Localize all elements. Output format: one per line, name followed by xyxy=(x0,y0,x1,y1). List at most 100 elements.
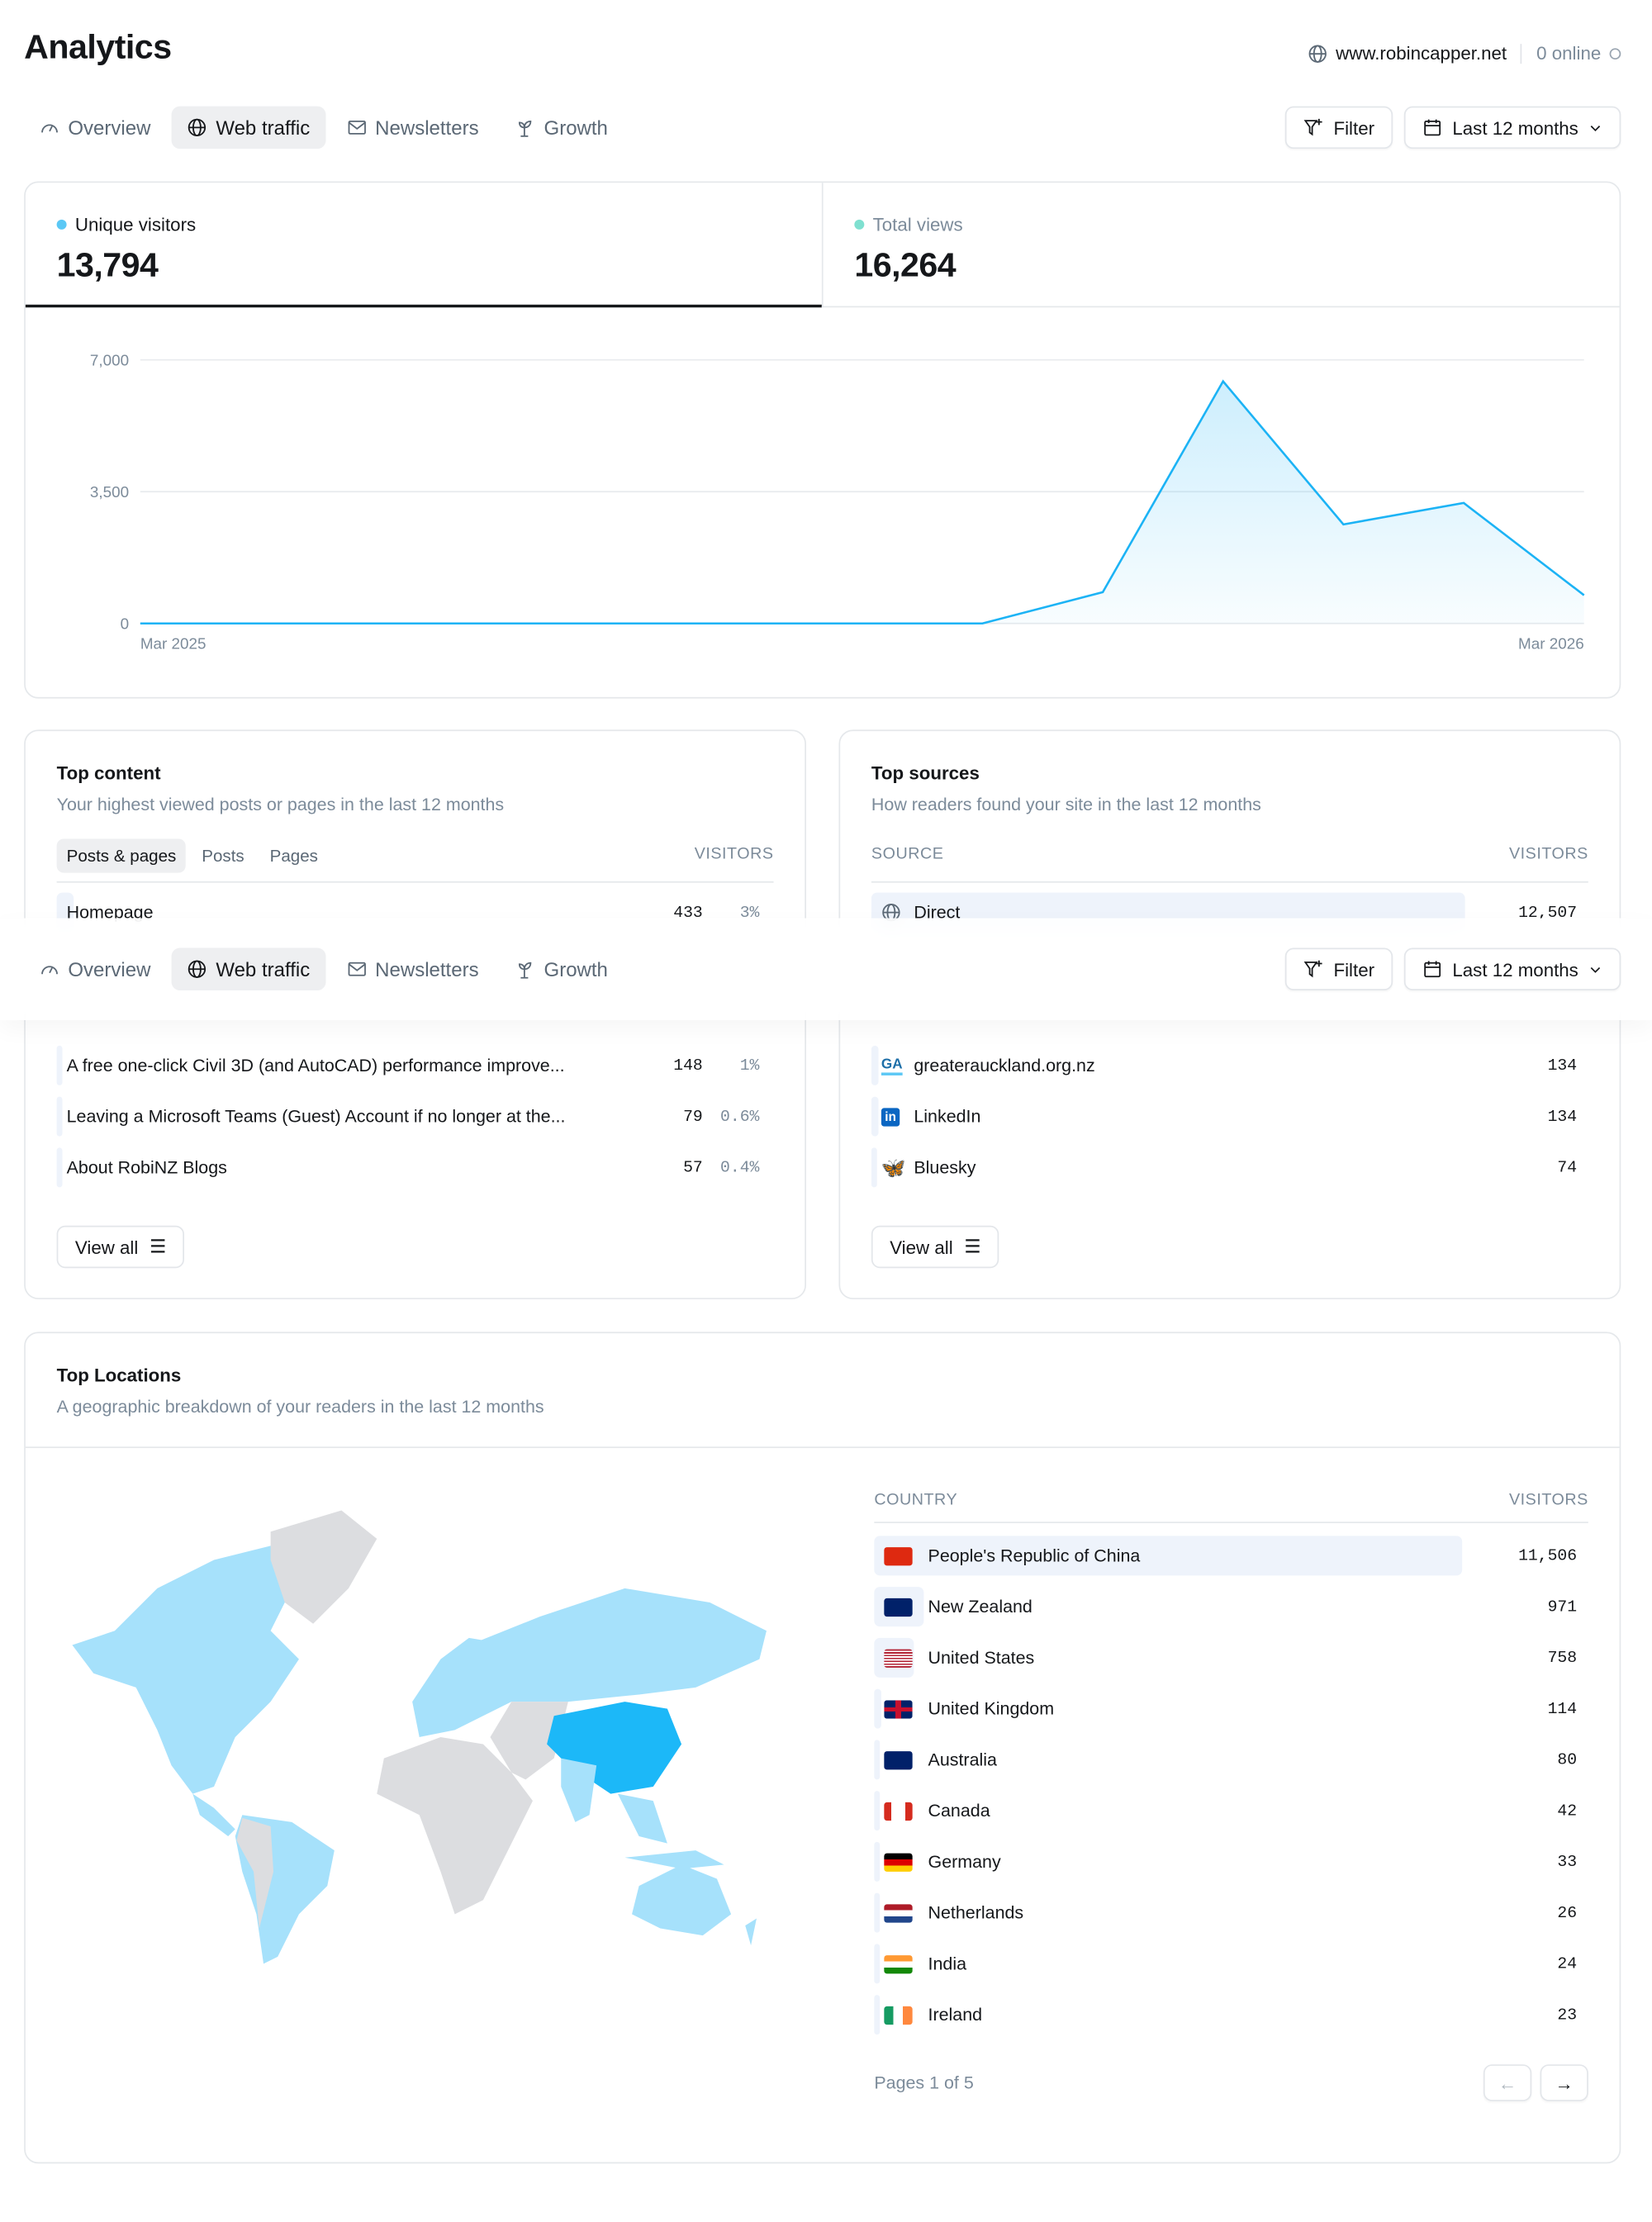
country-row[interactable]: Germany 33 xyxy=(874,1841,1588,1882)
source-visitors: 12,507 xyxy=(1518,903,1578,922)
date-range-select[interactable]: Last 12 months xyxy=(1404,947,1621,990)
filter-pages[interactable]: Pages xyxy=(269,846,318,866)
traffic-card: Unique visitors 13,794 Total views 16,26… xyxy=(24,181,1621,699)
map-new-zealand[interactable] xyxy=(745,1918,757,1946)
column-header-visitors: VISITORS xyxy=(1509,846,1588,863)
map-russia[interactable] xyxy=(468,1588,767,1702)
tab-label: Overview xyxy=(68,957,151,980)
divider xyxy=(871,881,1588,883)
country-row[interactable]: Ireland 23 xyxy=(874,1995,1588,2035)
tab-overview[interactable]: Overview xyxy=(24,948,166,990)
kpi-value: 13,794 xyxy=(56,246,159,285)
chevron-down-icon xyxy=(1590,966,1601,973)
filter-posts[interactable]: Posts xyxy=(202,846,244,866)
map-greenland[interactable] xyxy=(270,1510,377,1624)
country-visitors: 26 xyxy=(1557,1903,1578,1922)
filter-icon xyxy=(1303,118,1322,136)
map-central-america[interactable] xyxy=(192,1793,235,1837)
country-row[interactable]: United Kingdom 114 xyxy=(874,1688,1588,1729)
flag-nl-icon xyxy=(884,1903,913,1922)
view-all-content-button[interactable]: View all ☰ xyxy=(56,1225,185,1269)
pagination-label: Pages 1 of 5 xyxy=(874,2072,974,2093)
tab-overview[interactable]: Overview xyxy=(24,107,166,149)
country-row[interactable]: United States 758 xyxy=(874,1637,1588,1678)
country-name: United States xyxy=(928,1647,1035,1668)
flag-gb-icon xyxy=(884,1699,913,1718)
date-range-label: Last 12 months xyxy=(1452,116,1578,139)
card-title: Top sources xyxy=(871,762,980,784)
share-bar xyxy=(871,1147,877,1188)
map-middle-east[interactable] xyxy=(490,1702,568,1780)
country-name: Ireland xyxy=(928,2005,983,2025)
next-page-button[interactable]: → xyxy=(1540,2064,1588,2101)
country-name: United Kingdom xyxy=(928,1698,1055,1719)
source-visitors: 74 xyxy=(1557,1158,1578,1177)
content-percent: 0.4% xyxy=(720,1158,760,1177)
country-row[interactable]: Canada 42 xyxy=(874,1791,1588,1831)
tab-growth[interactable]: Growth xyxy=(500,948,623,990)
map-australia[interactable] xyxy=(632,1864,732,1936)
mail-icon xyxy=(348,120,366,135)
map-north-america[interactable] xyxy=(72,1545,299,1794)
share-bar xyxy=(874,1688,881,1729)
map-south-america-west[interactable] xyxy=(236,1817,274,1929)
toolbar: Filter Last 12 months xyxy=(1285,106,1621,150)
share-bar xyxy=(874,1536,1463,1576)
country-visitors: 33 xyxy=(1557,1852,1578,1872)
arrow-right-icon: → xyxy=(1555,2072,1574,2094)
flag-de-icon xyxy=(884,1852,913,1872)
tab-newsletters[interactable]: Newsletters xyxy=(331,107,495,149)
country-row[interactable]: India 24 xyxy=(874,1944,1588,1984)
source-row[interactable]: 🦋 Bluesky 74 xyxy=(871,1147,1588,1188)
tab-newsletters[interactable]: Newsletters xyxy=(331,948,495,990)
tab-web-traffic[interactable]: Web traffic xyxy=(172,947,326,990)
map-southeast-asia[interactable] xyxy=(617,1793,724,1869)
tab-growth[interactable]: Growth xyxy=(500,107,623,149)
country-row[interactable]: People's Republic of China 11,506 xyxy=(874,1536,1588,1576)
prev-page-button[interactable]: ← xyxy=(1483,2064,1532,2101)
site-link[interactable]: www.robincapper.net xyxy=(1336,42,1507,64)
flag-nz-icon xyxy=(884,1598,913,1617)
content-title: Leaving a Microsoft Teams (Guest) Accoun… xyxy=(66,1106,566,1127)
page-title: Analytics xyxy=(24,28,172,67)
content-title: About RobiNZ Blogs xyxy=(66,1157,227,1178)
content-row[interactable]: A free one-click Civil 3D (and AutoCAD) … xyxy=(56,1045,774,1085)
share-bar xyxy=(874,1740,881,1780)
source-row[interactable]: in LinkedIn 134 xyxy=(871,1096,1588,1137)
card-title: Top content xyxy=(56,762,161,784)
share-bar xyxy=(874,1944,881,1984)
divider xyxy=(56,881,774,883)
share-bar xyxy=(871,1045,878,1085)
content-row[interactable]: Leaving a Microsoft Teams (Guest) Accoun… xyxy=(56,1096,774,1137)
content-row[interactable]: About RobiNZ Blogs 57 0.4% xyxy=(56,1147,774,1188)
kpi-unique-visitors[interactable]: Unique visitors 13,794 xyxy=(25,183,822,308)
view-all-sources-button[interactable]: View all ☰ xyxy=(871,1225,999,1269)
tab-label: Newsletters xyxy=(375,116,479,140)
flag-au-icon xyxy=(884,1750,913,1769)
chevron-down-icon xyxy=(1590,126,1601,132)
filter-posts-pages[interactable]: Posts & pages xyxy=(56,838,187,873)
country-visitors: 80 xyxy=(1557,1750,1578,1769)
country-row[interactable]: New Zealand 971 xyxy=(874,1587,1588,1627)
date-range-select[interactable]: Last 12 months xyxy=(1404,106,1621,150)
top-locations-card: Top Locations A geographic breakdown of … xyxy=(24,1332,1621,2164)
country-name: Germany xyxy=(928,1851,1001,1872)
map-africa[interactable] xyxy=(377,1736,533,1915)
series-line xyxy=(140,379,1585,625)
filter-button[interactable]: Filter xyxy=(1285,947,1393,990)
tab-web-traffic[interactable]: Web traffic xyxy=(172,106,326,150)
country-row[interactable]: Netherlands 26 xyxy=(874,1892,1588,1933)
kpi-total-views[interactable]: Total views 16,264 xyxy=(821,183,1620,308)
country-row[interactable]: Australia 80 xyxy=(874,1740,1588,1780)
source-row[interactable]: GA greaterauckland.org.nz 134 xyxy=(871,1045,1588,1085)
visitors-chart: 7,000 3,500 0 Mar 2025 Mar 2026 xyxy=(90,352,1585,653)
card-subtitle: How readers found your site in the last … xyxy=(871,795,1261,815)
card-subtitle: Your highest viewed posts or pages in th… xyxy=(56,795,505,815)
kpi-label: Total views xyxy=(872,214,963,235)
country-visitors: 114 xyxy=(1547,1699,1578,1718)
filter-label: Filter xyxy=(1333,116,1375,139)
world-map[interactable] xyxy=(58,1503,781,1971)
filter-button[interactable]: Filter xyxy=(1285,106,1393,150)
map-india[interactable] xyxy=(561,1758,597,1822)
country-name: Canada xyxy=(928,1801,990,1821)
